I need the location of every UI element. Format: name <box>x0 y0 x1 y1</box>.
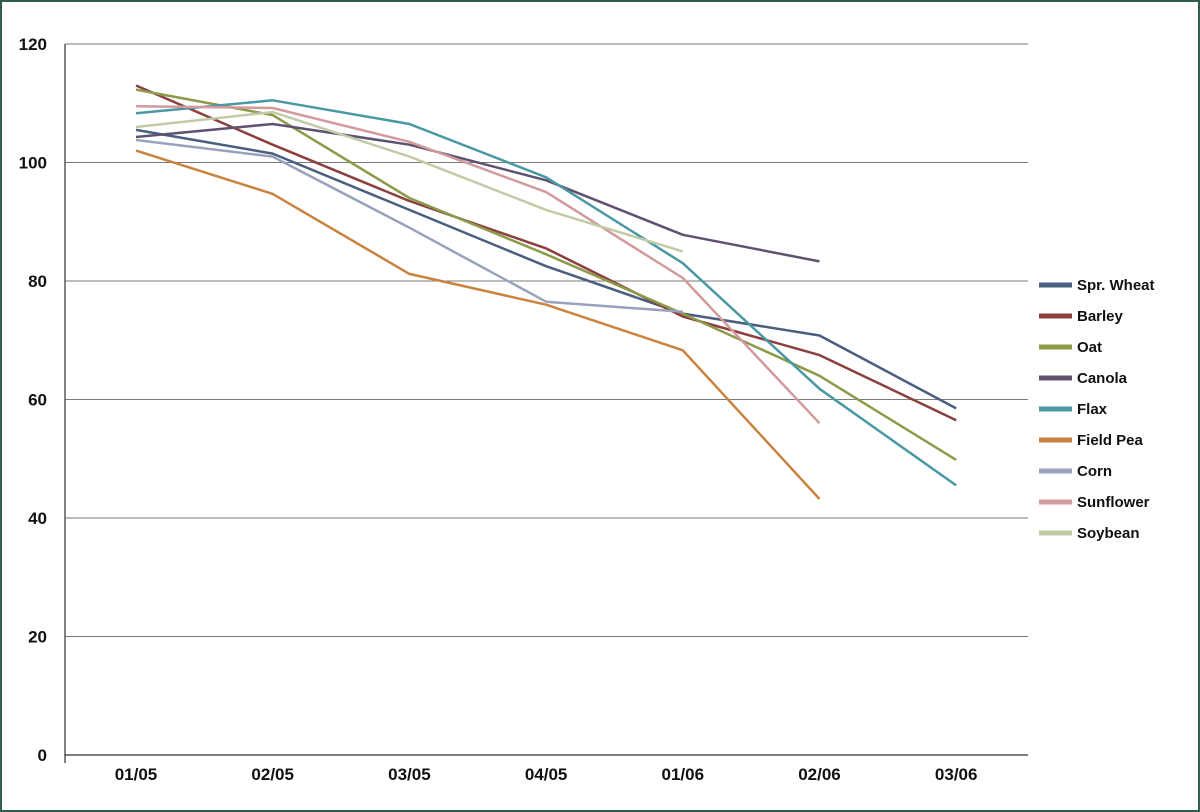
series-line-sunflower <box>135 104 821 425</box>
series-line-flax <box>135 99 957 487</box>
x-tick-label: 04/05 <box>525 765 568 784</box>
legend-swatch <box>1039 406 1072 412</box>
x-tick-label: 02/05 <box>251 765 294 784</box>
legend-label: Oat <box>1077 339 1102 356</box>
x-tick-label: 03/06 <box>935 765 978 784</box>
series-line-soybean <box>135 110 684 253</box>
legend-label: Corn <box>1077 463 1112 480</box>
legend-swatch <box>1039 437 1072 443</box>
y-tick-label: 60 <box>28 391 47 410</box>
legend-label: Flax <box>1077 401 1108 418</box>
y-tick-label: 0 <box>38 746 47 765</box>
series-line-corn <box>135 138 683 314</box>
gridlines <box>65 43 1028 637</box>
legend-label: Sunflower <box>1077 494 1150 511</box>
y-tick-label: 20 <box>28 628 47 647</box>
series-lines <box>135 84 957 500</box>
series-line-canola <box>135 122 820 263</box>
axes <box>64 44 1028 763</box>
legend-swatch <box>1039 530 1072 536</box>
x-tick-labels: 01/05 02/05 03/05 04/05 01/06 02/06 03/06 <box>115 765 978 784</box>
legend-swatch <box>1039 375 1072 381</box>
y-tick-label: 40 <box>28 509 47 528</box>
x-tick-label: 02/06 <box>798 765 841 784</box>
legend-label: Canola <box>1077 370 1128 387</box>
y-tick-label: 100 <box>19 154 47 173</box>
y-tick-labels: 0 20 40 60 80 100 120 <box>19 35 47 765</box>
x-tick-label: 03/05 <box>388 765 431 784</box>
legend-label: Field Pea <box>1077 432 1144 449</box>
legend-label: Soybean <box>1077 525 1140 542</box>
series-line-spr-wheat <box>135 128 957 410</box>
y-tick-label: 120 <box>19 35 47 54</box>
legend-swatch <box>1039 344 1072 350</box>
series-line-field-pea <box>135 149 821 500</box>
legend-swatch <box>1039 468 1072 474</box>
legend-swatch <box>1039 313 1072 319</box>
legend-label: Spr. Wheat <box>1077 277 1155 294</box>
legend-swatch <box>1039 499 1072 505</box>
series-line-barley <box>135 84 957 422</box>
legend-label: Barley <box>1077 308 1124 325</box>
y-tick-label: 80 <box>28 272 47 291</box>
series-line-oat <box>135 88 957 461</box>
x-tick-label: 01/05 <box>115 765 158 784</box>
legend: Spr. Wheat Barley Oat Canola Flax Field Pea Co… <box>1039 277 1155 542</box>
x-tick-label: 01/06 <box>662 765 705 784</box>
legend-swatch <box>1039 282 1072 288</box>
